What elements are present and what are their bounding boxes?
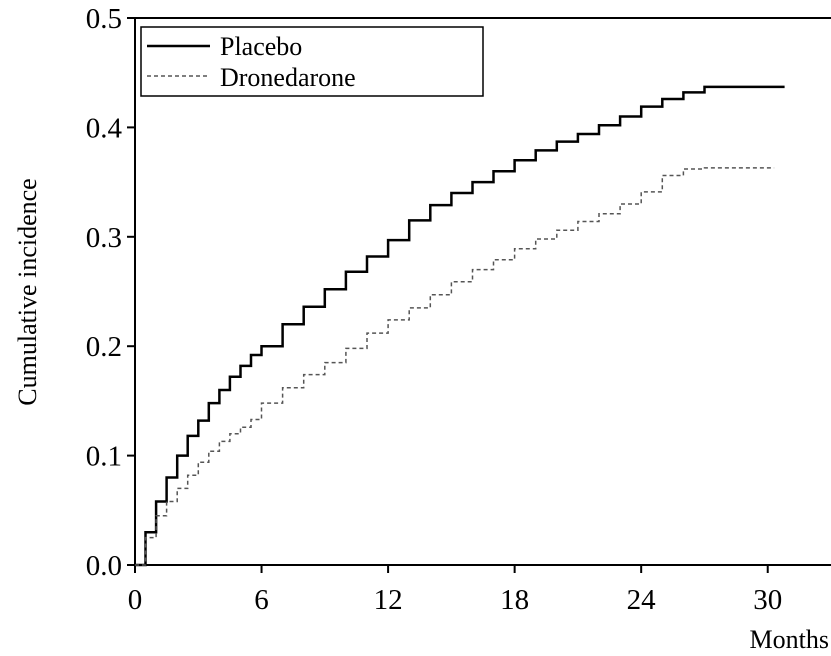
x-tick-label: 24 (627, 584, 657, 616)
x-tick-label: 12 (374, 584, 403, 616)
x-tick-label: 6 (254, 584, 269, 616)
y-axis-ticks: 0.0 0.1 0.2 0.3 0.4 0.5 (86, 3, 135, 582)
y-tick-label: 0.1 (86, 441, 122, 473)
x-tick-label: 18 (500, 584, 529, 616)
series-line-placebo (135, 87, 785, 565)
y-tick-label: 0.2 (86, 331, 122, 363)
series-line-dronedarone (135, 168, 774, 565)
legend-label-placebo: Placebo (220, 32, 302, 61)
legend: Placebo Dronedarone (141, 27, 483, 96)
series-lines (135, 87, 785, 565)
y-tick-label: 0.4 (86, 112, 123, 144)
y-tick-label: 0.3 (86, 222, 122, 254)
x-tick-label: 0 (128, 584, 143, 616)
y-tick-label: 0.0 (86, 550, 122, 582)
x-axis-label: Months (750, 625, 829, 654)
y-axis-label: Cumulative incidence (13, 178, 42, 405)
x-tick-label: 30 (753, 584, 782, 616)
plot-frame (135, 18, 831, 565)
legend-label-dronedarone: Dronedarone (220, 63, 356, 92)
y-tick-label: 0.5 (86, 3, 122, 35)
x-axis-ticks: 0 6 12 18 24 30 (128, 565, 782, 616)
